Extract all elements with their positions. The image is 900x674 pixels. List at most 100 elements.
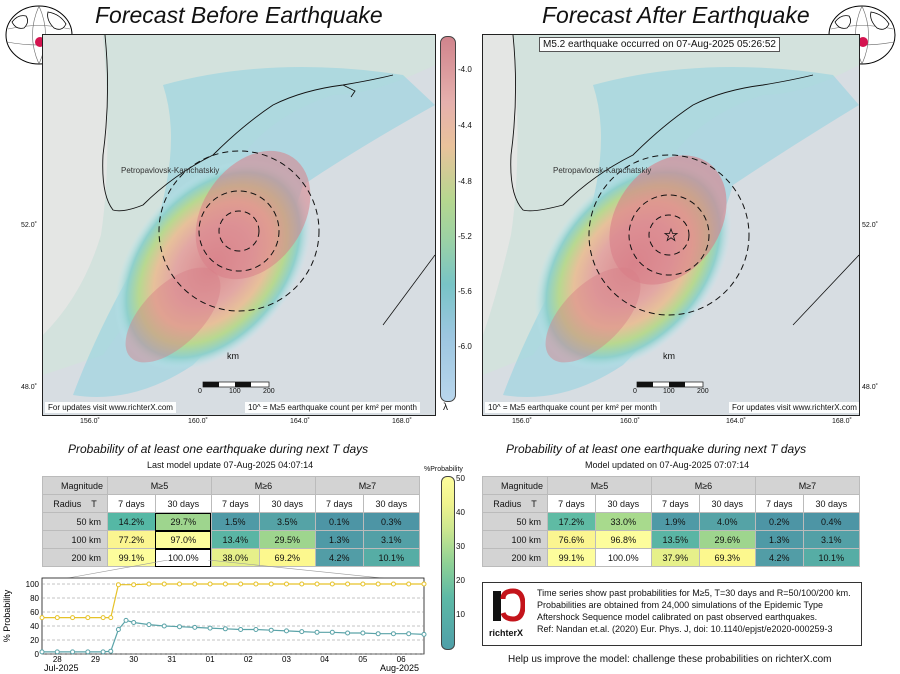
chart-frame xyxy=(41,577,425,655)
chart-point xyxy=(238,627,244,632)
left-probability-table: Magnitude M≥5 M≥6 M≥7 Radius T 7 days 30… xyxy=(42,476,421,567)
left-radius-t-header: Radius T xyxy=(42,494,108,513)
right-cell: 96.8% xyxy=(594,530,652,549)
right-lon-label-156: 156.0˚ xyxy=(512,418,532,425)
chart-point xyxy=(299,629,305,635)
left-cell: 99.1% xyxy=(107,548,156,567)
right-cell: 3.1% xyxy=(802,530,861,549)
chart-y-tick-label: 100 xyxy=(26,580,40,589)
left-cell: 0.3% xyxy=(362,512,421,531)
right-updates-note[interactable]: For updates visit www.richterX.com xyxy=(729,402,859,413)
right-lon-label-164: 164.0˚ xyxy=(726,418,746,425)
right-scale-tick-100: 100 xyxy=(663,388,675,395)
left-cell: 0.1% xyxy=(314,512,364,531)
chart-point xyxy=(406,631,412,637)
chart-point xyxy=(85,649,91,655)
help-link[interactable]: Help us improve the model: challenge the… xyxy=(508,654,832,665)
chart-x-tick-label: 31 xyxy=(167,655,176,664)
left-cell: 38.0% xyxy=(210,548,260,567)
left-row-label-200km: 200 km xyxy=(42,548,108,567)
right-row-label-200km: 200 km xyxy=(482,548,548,567)
right-cell: 29.6% xyxy=(698,530,756,549)
left-cell: 77.2% xyxy=(107,530,156,549)
chart-x-tick-label: 02 xyxy=(244,655,253,664)
prob-tick-20: 20 xyxy=(456,576,465,585)
right-city-label: Petropavlovsk-Kamchatskiy xyxy=(553,166,652,175)
right-mag-header-7: M≥7 xyxy=(754,476,861,495)
chart-point xyxy=(360,630,366,636)
chart-point xyxy=(192,581,198,587)
right-cell: 99.1% xyxy=(547,548,596,567)
right-mag-header-5: M≥5 xyxy=(547,476,652,495)
chart-point xyxy=(283,628,289,634)
left-magnitude-header: Magnitude xyxy=(42,476,108,495)
right-scale-tick-0: 0 xyxy=(633,388,637,395)
chart-point xyxy=(100,615,106,621)
chart-point xyxy=(146,581,152,587)
right-period-2: 7 days xyxy=(650,494,700,513)
chart-x-tick-label: 06 xyxy=(397,655,406,664)
right-cell: 4.0% xyxy=(698,512,756,531)
chart-x-tick-label: 05 xyxy=(358,655,367,664)
chart-point xyxy=(283,581,289,587)
chart-x-tick-label: 30 xyxy=(129,655,138,664)
right-cell: 33.0% xyxy=(594,512,652,531)
left-forecast-map: Petropavlovsk-Kamchatskiy km 0 100 200 F… xyxy=(42,34,436,416)
chart-x-tick-label: 01 xyxy=(206,655,215,664)
right-row-label-100km: 100 km xyxy=(482,530,548,549)
left-mag-header-5: M≥5 xyxy=(107,476,212,495)
left-cell: 29.5% xyxy=(258,530,316,549)
right-probability-table: Magnitude M≥5 M≥6 M≥7 Radius T 7 days 30… xyxy=(482,476,861,567)
chart-month-label-aug: Aug-2025 xyxy=(380,663,419,673)
info-box: richterX Time series show past probabili… xyxy=(482,582,862,646)
chart-point xyxy=(329,581,335,587)
left-lat-label-52: 52.0˚ xyxy=(21,222,37,229)
probability-colorbar xyxy=(441,476,455,650)
left-cell: 14.2% xyxy=(107,512,156,531)
left-table-heading: Probability of at least one earthquake d… xyxy=(68,442,369,456)
chart-x-tick-label: 03 xyxy=(282,655,291,664)
chart-point xyxy=(345,581,351,587)
left-cell: 69.2% xyxy=(258,548,316,567)
chart-point xyxy=(421,631,427,637)
right-table-heading: Probability of at least one earthquake d… xyxy=(506,442,807,456)
right-lon-label-168: 168.0˚ xyxy=(832,418,852,425)
chart-x-ticks: 28 29 30 31 01 02 03 04 05 06 xyxy=(53,655,406,664)
chart-point xyxy=(314,629,320,635)
chart-point xyxy=(375,631,381,637)
chart-point xyxy=(108,615,114,621)
left-period-4: 7 days xyxy=(314,494,364,513)
chart-y-tick-label: 20 xyxy=(30,636,39,645)
right-radius-t-header: Radius T xyxy=(482,494,548,513)
right-cell: 0.2% xyxy=(754,512,804,531)
right-forecast-map: M5.2 earthquake occurred on 07-Aug-2025 … xyxy=(482,34,860,416)
left-cell: 10.1% xyxy=(362,548,421,567)
right-cell: 1.3% xyxy=(754,530,804,549)
chart-point xyxy=(39,649,45,655)
left-updates-note[interactable]: For updates visit www.richterX.com xyxy=(45,402,176,413)
chart-point xyxy=(421,581,427,587)
right-cell: 10.1% xyxy=(802,548,861,567)
right-table-row-200km: 200 km 99.1% 100.0% 37.9% 69.3% 4.2% 10.… xyxy=(482,548,861,567)
chart-y-tick-label: 40 xyxy=(30,622,39,631)
info-line-4[interactable]: Ref: Nandan et.al. (2020) Eur. Phys. J, … xyxy=(537,624,833,634)
right-cell: 17.2% xyxy=(547,512,596,531)
left-cell: 13.4% xyxy=(210,530,260,549)
info-line-2: Probabilities are obtained from 24,000 s… xyxy=(537,600,823,610)
chart-point xyxy=(207,581,213,587)
right-magnitude-header: Magnitude xyxy=(482,476,548,495)
prob-tick-40: 40 xyxy=(456,508,465,517)
left-cell: 29.7% xyxy=(154,512,212,531)
right-period-3: 30 days xyxy=(698,494,756,513)
right-cell: 4.2% xyxy=(754,548,804,567)
right-km-label: km xyxy=(663,351,675,361)
right-mag-header-6: M≥6 xyxy=(650,476,756,495)
chart-point xyxy=(115,627,121,632)
left-period-1: 30 days xyxy=(154,494,212,513)
chart-x-tick-label: 28 xyxy=(53,655,62,664)
left-cell: 3.1% xyxy=(362,530,421,549)
lambda-symbol: λ xyxy=(443,402,448,413)
chart-y-tick-label: 80 xyxy=(30,594,39,603)
left-lambda-note: 10^ = M≥5 earthquake count per km² per m… xyxy=(245,402,420,413)
right-table-update-note: Model updated on 07-Aug-2025 07:07:14 xyxy=(585,460,750,470)
